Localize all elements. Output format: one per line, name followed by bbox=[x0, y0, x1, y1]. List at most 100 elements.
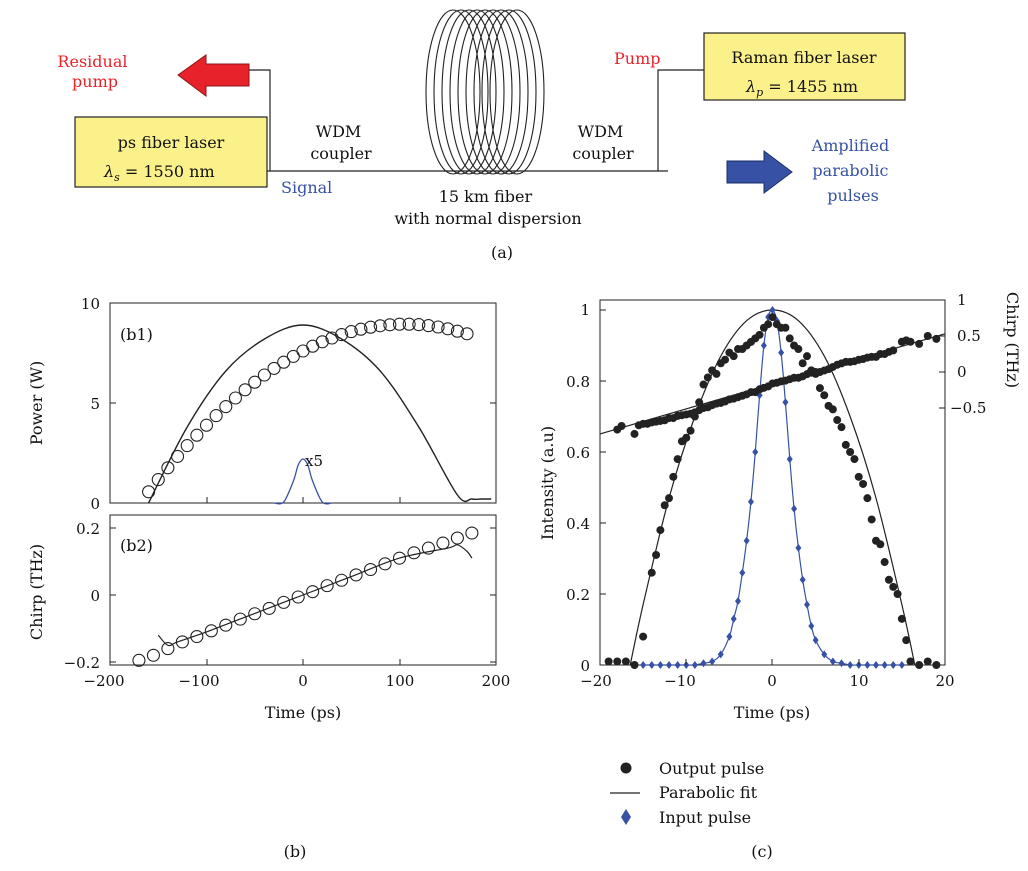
b2-data-point bbox=[320, 579, 334, 593]
c-input-pulse-point bbox=[795, 543, 802, 552]
c-chirp-point bbox=[906, 337, 915, 346]
b1-data-point bbox=[142, 485, 156, 499]
c-output-pulse-point bbox=[833, 416, 842, 425]
b1-data-point bbox=[325, 331, 339, 345]
b-x-tick-labels: −200 −100 0 100 200 bbox=[83, 672, 510, 690]
svg-text:1: 1 bbox=[957, 291, 967, 309]
svg-text:−20: −20 bbox=[580, 672, 612, 690]
svg-text:200: 200 bbox=[482, 672, 511, 690]
c-input-pulse-point bbox=[717, 650, 724, 659]
c-output-pulse-point bbox=[621, 657, 630, 666]
c-chirp-point bbox=[923, 332, 932, 340]
c-input-pulse-point bbox=[881, 661, 888, 669]
svg-text:0: 0 bbox=[580, 657, 590, 675]
c-output-pulse-point bbox=[703, 373, 712, 382]
c-input-pulse-point bbox=[890, 661, 897, 669]
svg-text:0: 0 bbox=[957, 363, 967, 381]
b1-data-point bbox=[460, 327, 474, 341]
b2-data-point bbox=[146, 648, 160, 662]
c-input-pulse-point bbox=[812, 636, 819, 645]
c-output-pulse-point bbox=[923, 657, 932, 666]
svg-text:0.5: 0.5 bbox=[957, 327, 981, 345]
c-output-pulse-point bbox=[859, 479, 868, 488]
svg-text:10: 10 bbox=[849, 672, 868, 690]
b1-data-point bbox=[344, 325, 358, 339]
b1-fit-line bbox=[147, 324, 492, 504]
c-output-pulse-point bbox=[897, 614, 906, 623]
c-input-pulse-point bbox=[838, 659, 845, 668]
svg-text:0: 0 bbox=[767, 672, 777, 690]
b2-data-point bbox=[262, 601, 276, 615]
amplified-pulses-label: Amplified parabolic pulses bbox=[811, 136, 895, 205]
c-input-pulse-point bbox=[640, 661, 647, 669]
c-input-pulse-point bbox=[691, 661, 698, 669]
b1-data-point bbox=[257, 368, 271, 382]
b1-data-point bbox=[335, 328, 349, 342]
b1-y-label: Power (W) bbox=[27, 361, 46, 446]
svg-text:0.2: 0.2 bbox=[76, 520, 100, 538]
svg-text:0: 0 bbox=[298, 672, 308, 690]
c-y-ticks bbox=[600, 309, 606, 666]
b1-data-point bbox=[180, 439, 194, 453]
b2-data-point bbox=[306, 585, 320, 599]
residual-pump-label: Residual pump bbox=[57, 52, 132, 91]
b1-data-point bbox=[402, 317, 416, 331]
c-output-pulse-point bbox=[656, 526, 665, 535]
ps-laser-box bbox=[74, 116, 268, 188]
c-chirp-point bbox=[889, 346, 898, 355]
c-input-pulse-point bbox=[808, 621, 815, 630]
ps-laser-wavelength: λs = 1550 nm bbox=[103, 162, 215, 184]
svg-text:0.2: 0.2 bbox=[566, 586, 590, 604]
c-input-pulse-point bbox=[709, 657, 716, 666]
b1-input-pulse-line bbox=[273, 458, 332, 505]
svg-text:−0.2: −0.2 bbox=[64, 654, 100, 672]
c-chirp-point bbox=[630, 429, 639, 438]
legend-output-label: Output pulse bbox=[659, 759, 764, 778]
b1-data-point bbox=[277, 355, 291, 369]
b1-data-point bbox=[450, 324, 464, 338]
b1-data-point bbox=[315, 335, 329, 349]
b2-marks bbox=[132, 526, 479, 667]
svg-text:20: 20 bbox=[935, 672, 954, 690]
b1-data-point bbox=[392, 317, 407, 331]
b2-data-point bbox=[219, 618, 233, 632]
c-input-pulse-point bbox=[743, 536, 750, 545]
legend-output-marker bbox=[620, 762, 632, 774]
svg-text:0.6: 0.6 bbox=[566, 444, 590, 462]
c-output-pulse-point bbox=[794, 345, 803, 354]
svg-text:−0.5: −0.5 bbox=[950, 399, 986, 417]
c-output-pulse-point bbox=[906, 657, 915, 666]
c-output-pulse-point bbox=[876, 540, 885, 549]
c-input-pulse-point bbox=[873, 661, 879, 669]
b2-data-point bbox=[392, 551, 407, 565]
c-output-pulse-point bbox=[867, 515, 876, 524]
c-input-pulse-point bbox=[769, 306, 776, 314]
c-y2-tick-labels: 1 0.5 0 −0.5 bbox=[950, 291, 986, 417]
c-output-pulse-point bbox=[721, 355, 730, 364]
c-output-pulse-point bbox=[902, 636, 911, 645]
b2-data-point bbox=[161, 642, 175, 656]
c-output-pulse-point bbox=[932, 661, 941, 669]
b1-data-point bbox=[151, 473, 165, 487]
pump-label: Pump bbox=[614, 49, 660, 68]
c-output-pulse-point bbox=[669, 472, 678, 481]
svg-text:10: 10 bbox=[81, 295, 100, 313]
c-output-pulse-point bbox=[604, 657, 613, 666]
c-output-pulse-point bbox=[893, 590, 902, 598]
c-y2-ticks bbox=[939, 299, 945, 409]
caption-c: (c) bbox=[751, 842, 772, 861]
c-output-pulse-point bbox=[682, 433, 691, 442]
signal-label: Signal bbox=[281, 178, 332, 197]
b1-data-point bbox=[267, 361, 281, 375]
b1-marks bbox=[142, 317, 492, 505]
svg-text:−100: −100 bbox=[178, 672, 219, 690]
c-input-pulse-point bbox=[782, 398, 789, 407]
c-output-pulse-point bbox=[781, 323, 790, 332]
c-output-pulse-point bbox=[755, 330, 764, 339]
c-chirp-point bbox=[932, 334, 941, 343]
c-input-pulse-point bbox=[829, 657, 836, 666]
b2-y-ticks bbox=[110, 527, 496, 663]
b1-data-point bbox=[219, 400, 233, 414]
b2-data-point bbox=[190, 629, 204, 644]
c-input-pulse-point bbox=[735, 597, 741, 606]
